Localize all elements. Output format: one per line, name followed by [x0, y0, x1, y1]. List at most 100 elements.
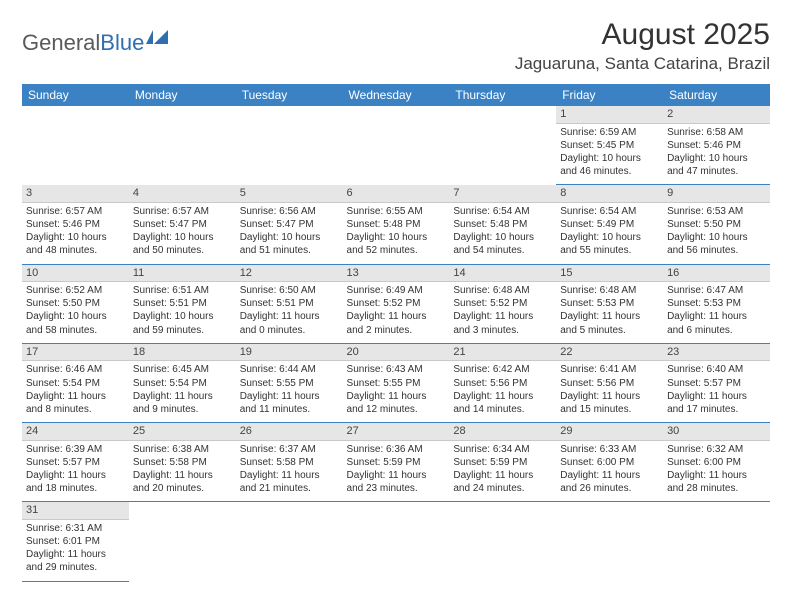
- day-info-cell: [236, 519, 343, 581]
- day-info-cell: Sunrise: 6:34 AMSunset: 5:59 PMDaylight:…: [449, 440, 556, 502]
- brand-part2: Blue: [100, 30, 144, 56]
- daylight-text: and 59 minutes.: [133, 324, 232, 337]
- daylight-text: and 6 minutes.: [667, 324, 766, 337]
- daylight-text: Daylight: 10 hours: [453, 231, 552, 244]
- sunset-text: Sunset: 5:56 PM: [560, 377, 659, 390]
- day-number-cell: 8: [556, 185, 663, 203]
- brand-part1: General: [22, 30, 100, 56]
- day-number-cell: [22, 106, 129, 123]
- weekday-header-row: Sunday Monday Tuesday Wednesday Thursday…: [22, 84, 770, 106]
- day-info-cell: Sunrise: 6:48 AMSunset: 5:53 PMDaylight:…: [556, 282, 663, 344]
- daylight-text: and 20 minutes.: [133, 482, 232, 495]
- day-info-cell: Sunrise: 6:49 AMSunset: 5:52 PMDaylight:…: [343, 282, 450, 344]
- day-info-cell: Sunrise: 6:57 AMSunset: 5:46 PMDaylight:…: [22, 202, 129, 264]
- daylight-text: and 11 minutes.: [240, 403, 339, 416]
- sunrise-text: Sunrise: 6:37 AM: [240, 443, 339, 456]
- daylight-text: and 52 minutes.: [347, 244, 446, 257]
- day-info-cell: Sunrise: 6:40 AMSunset: 5:57 PMDaylight:…: [663, 361, 770, 423]
- daylight-text: and 29 minutes.: [26, 561, 125, 574]
- sunrise-text: Sunrise: 6:39 AM: [26, 443, 125, 456]
- calendar-body: 12Sunrise: 6:59 AMSunset: 5:45 PMDayligh…: [22, 106, 770, 581]
- sunrise-text: Sunrise: 6:43 AM: [347, 363, 446, 376]
- sunrise-text: Sunrise: 6:47 AM: [667, 284, 766, 297]
- day-info-cell: Sunrise: 6:31 AMSunset: 6:01 PMDaylight:…: [22, 519, 129, 581]
- month-title: August 2025: [515, 18, 770, 52]
- daynum-row: 12: [22, 106, 770, 123]
- daylight-text: and 12 minutes.: [347, 403, 446, 416]
- sunset-text: Sunset: 5:59 PM: [453, 456, 552, 469]
- sunset-text: Sunset: 5:49 PM: [560, 218, 659, 231]
- sunset-text: Sunset: 5:57 PM: [26, 456, 125, 469]
- sunset-text: Sunset: 5:55 PM: [347, 377, 446, 390]
- sunset-text: Sunset: 5:50 PM: [26, 297, 125, 310]
- daylight-text: Daylight: 11 hours: [240, 310, 339, 323]
- sunrise-text: Sunrise: 6:31 AM: [26, 522, 125, 535]
- daylight-text: Daylight: 11 hours: [453, 469, 552, 482]
- day-number-cell: 20: [343, 343, 450, 361]
- day-info-cell: Sunrise: 6:59 AMSunset: 5:45 PMDaylight:…: [556, 123, 663, 185]
- day-number-cell: [343, 106, 450, 123]
- sunrise-text: Sunrise: 6:56 AM: [240, 205, 339, 218]
- day-info-cell: Sunrise: 6:47 AMSunset: 5:53 PMDaylight:…: [663, 282, 770, 344]
- day-number-cell: 16: [663, 264, 770, 282]
- sunrise-text: Sunrise: 6:49 AM: [347, 284, 446, 297]
- daylight-text: and 0 minutes.: [240, 324, 339, 337]
- calendar-page: GeneralBlue August 2025 Jaguaruna, Santa…: [0, 0, 792, 600]
- day-info-cell: Sunrise: 6:55 AMSunset: 5:48 PMDaylight:…: [343, 202, 450, 264]
- sunset-text: Sunset: 5:53 PM: [667, 297, 766, 310]
- day-info-cell: Sunrise: 6:50 AMSunset: 5:51 PMDaylight:…: [236, 282, 343, 344]
- day-number-cell: [236, 106, 343, 123]
- sunset-text: Sunset: 5:51 PM: [133, 297, 232, 310]
- day-info-cell: [236, 123, 343, 185]
- daylight-text: Daylight: 11 hours: [26, 548, 125, 561]
- daylight-text: and 24 minutes.: [453, 482, 552, 495]
- day-number-cell: 26: [236, 423, 343, 441]
- daylight-text: Daylight: 10 hours: [560, 231, 659, 244]
- day-info-cell: Sunrise: 6:32 AMSunset: 6:00 PMDaylight:…: [663, 440, 770, 502]
- daylight-text: and 48 minutes.: [26, 244, 125, 257]
- daylight-text: Daylight: 11 hours: [347, 390, 446, 403]
- day-number-cell: 29: [556, 423, 663, 441]
- sunrise-text: Sunrise: 6:44 AM: [240, 363, 339, 376]
- weekday-header: Sunday: [22, 84, 129, 106]
- daylight-text: Daylight: 11 hours: [347, 310, 446, 323]
- daylight-text: Daylight: 11 hours: [453, 310, 552, 323]
- daylight-text: and 17 minutes.: [667, 403, 766, 416]
- day-info-cell: [129, 519, 236, 581]
- daylight-text: and 8 minutes.: [26, 403, 125, 416]
- daylight-text: and 26 minutes.: [560, 482, 659, 495]
- day-info-cell: Sunrise: 6:46 AMSunset: 5:54 PMDaylight:…: [22, 361, 129, 423]
- daylight-text: and 51 minutes.: [240, 244, 339, 257]
- sunrise-text: Sunrise: 6:57 AM: [133, 205, 232, 218]
- day-info-cell: [22, 123, 129, 185]
- day-info-cell: Sunrise: 6:42 AMSunset: 5:56 PMDaylight:…: [449, 361, 556, 423]
- day-number-cell: [663, 502, 770, 520]
- daylight-text: Daylight: 10 hours: [133, 310, 232, 323]
- daylight-text: and 46 minutes.: [560, 165, 659, 178]
- daylight-text: and 21 minutes.: [240, 482, 339, 495]
- day-number-cell: 9: [663, 185, 770, 203]
- daylight-text: Daylight: 11 hours: [560, 469, 659, 482]
- daylight-text: and 3 minutes.: [453, 324, 552, 337]
- day-info-cell: Sunrise: 6:39 AMSunset: 5:57 PMDaylight:…: [22, 440, 129, 502]
- daylight-text: and 50 minutes.: [133, 244, 232, 257]
- sunset-text: Sunset: 5:57 PM: [667, 377, 766, 390]
- info-row: Sunrise: 6:46 AMSunset: 5:54 PMDaylight:…: [22, 361, 770, 423]
- daylight-text: Daylight: 10 hours: [133, 231, 232, 244]
- sunset-text: Sunset: 5:47 PM: [240, 218, 339, 231]
- day-info-cell: [449, 123, 556, 185]
- sunrise-text: Sunrise: 6:32 AM: [667, 443, 766, 456]
- info-row: Sunrise: 6:52 AMSunset: 5:50 PMDaylight:…: [22, 282, 770, 344]
- day-info-cell: Sunrise: 6:45 AMSunset: 5:54 PMDaylight:…: [129, 361, 236, 423]
- day-number-cell: 4: [129, 185, 236, 203]
- sunset-text: Sunset: 5:58 PM: [240, 456, 339, 469]
- day-info-cell: Sunrise: 6:57 AMSunset: 5:47 PMDaylight:…: [129, 202, 236, 264]
- sunset-text: Sunset: 5:52 PM: [453, 297, 552, 310]
- day-info-cell: Sunrise: 6:43 AMSunset: 5:55 PMDaylight:…: [343, 361, 450, 423]
- sunrise-text: Sunrise: 6:38 AM: [133, 443, 232, 456]
- daylight-text: and 55 minutes.: [560, 244, 659, 257]
- day-info-cell: Sunrise: 6:51 AMSunset: 5:51 PMDaylight:…: [129, 282, 236, 344]
- page-header: GeneralBlue August 2025 Jaguaruna, Santa…: [22, 18, 770, 74]
- sunset-text: Sunset: 5:50 PM: [667, 218, 766, 231]
- daynum-row: 17181920212223: [22, 343, 770, 361]
